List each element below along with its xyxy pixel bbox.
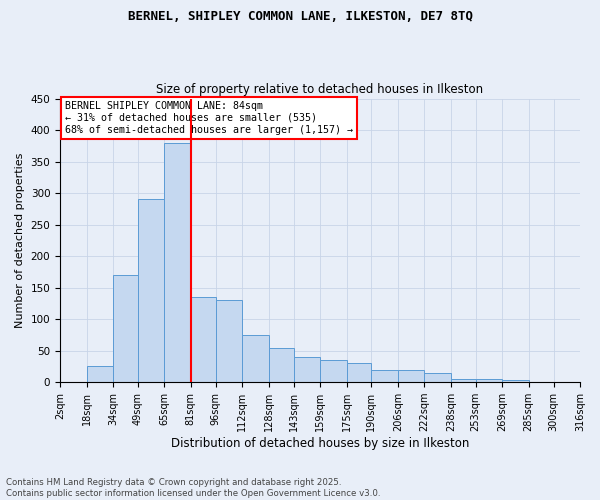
Text: BERNEL SHIPLEY COMMON LANE: 84sqm
← 31% of detached houses are smaller (535)
68%: BERNEL SHIPLEY COMMON LANE: 84sqm ← 31% … (65, 102, 353, 134)
Bar (398, 370, 424, 382)
Bar (293, 357, 320, 382)
Bar (164, 142, 191, 382)
Bar (476, 379, 502, 382)
Bar (242, 335, 269, 382)
Bar (320, 360, 347, 382)
Text: BERNEL, SHIPLEY COMMON LANE, ILKESTON, DE7 8TQ: BERNEL, SHIPLEY COMMON LANE, ILKESTON, D… (128, 10, 473, 23)
Bar (138, 200, 164, 382)
Bar (191, 297, 215, 382)
Bar (371, 370, 398, 382)
Bar (113, 275, 138, 382)
Bar (215, 300, 242, 382)
Bar (451, 379, 476, 382)
Bar (502, 380, 529, 382)
Bar (86, 366, 113, 382)
Bar (269, 348, 293, 382)
Y-axis label: Number of detached properties: Number of detached properties (15, 152, 25, 328)
Text: Contains HM Land Registry data © Crown copyright and database right 2025.
Contai: Contains HM Land Registry data © Crown c… (6, 478, 380, 498)
X-axis label: Distribution of detached houses by size in Ilkeston: Distribution of detached houses by size … (171, 437, 469, 450)
Title: Size of property relative to detached houses in Ilkeston: Size of property relative to detached ho… (157, 83, 484, 96)
Bar (347, 364, 371, 382)
Bar (424, 373, 451, 382)
